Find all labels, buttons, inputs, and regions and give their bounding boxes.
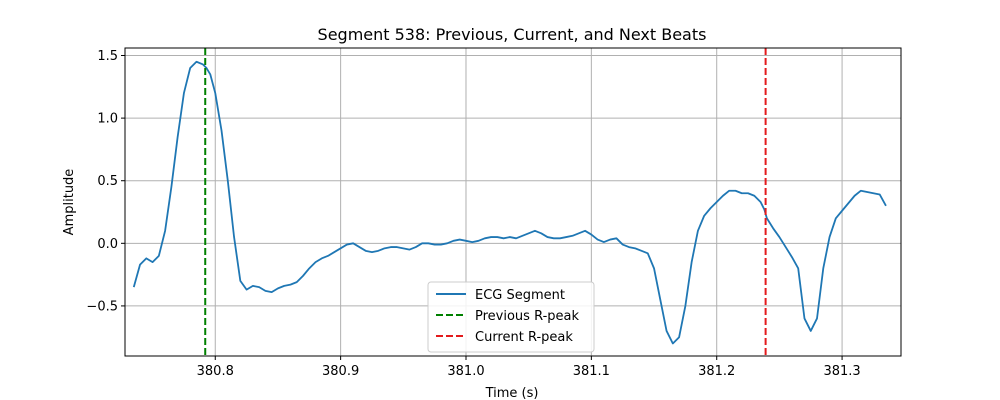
plot-area (132, 48, 887, 356)
y-axis-ticks: −0.5 0.0 0.5 1.0 1.5 (86, 49, 125, 314)
x-tick-label: 381.1 (573, 364, 610, 379)
x-tick-label: 381.2 (698, 364, 735, 379)
x-tick-label: 381.3 (823, 364, 860, 379)
y-axis-label: Amplitude (62, 169, 77, 236)
x-tick-label: 380.9 (322, 364, 359, 379)
y-tick-label: 0.0 (97, 237, 118, 252)
x-axis-label: Time (s) (485, 386, 539, 400)
y-tick-label: 1.0 (97, 112, 118, 127)
x-tick-label: 381.0 (447, 364, 484, 379)
legend-box (427, 281, 595, 353)
ecg-segment-line (132, 60, 887, 345)
y-tick-label: 1.5 (97, 49, 118, 64)
y-tick-label: 0.5 (97, 174, 118, 189)
legend: ECG Segment Previous R-peak Current R-pe… (427, 281, 595, 353)
chart-title: Segment 538: Previous, Current, and Next… (318, 25, 707, 44)
y-tick-label: −0.5 (86, 299, 118, 314)
x-tick-label: 380.8 (197, 364, 234, 379)
legend-label-ecg: ECG Segment (475, 288, 565, 303)
x-axis-ticks: 380.8 380.9 381.0 381.1 381.2 381.3 (197, 356, 861, 379)
legend-label-current-r-peak: Current R-peak (475, 330, 573, 345)
legend-label-previous-r-peak: Previous R-peak (475, 309, 579, 324)
plot-frame (124, 47, 902, 357)
